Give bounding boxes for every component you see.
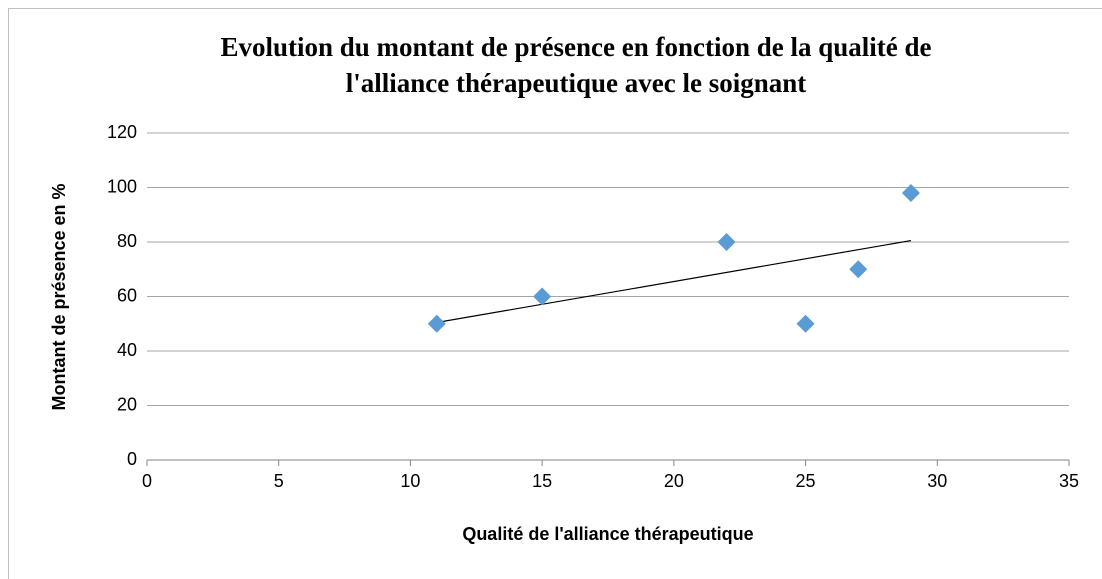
x-tick-label: 5 [274, 471, 284, 491]
x-tick-label: 25 [796, 471, 816, 491]
y-tick-label: 40 [117, 340, 137, 360]
chart-frame [8, 8, 1102, 579]
y-tick-label: 80 [117, 231, 137, 251]
x-tick-label: 35 [1059, 471, 1079, 491]
x-axis-label: Qualité de l'alliance thérapeutique [462, 524, 753, 544]
point [427, 314, 446, 333]
y-tick-label: 100 [107, 176, 137, 196]
point [717, 233, 736, 251]
x-tick-label: 0 [142, 471, 152, 491]
chart-title: Evolution du montant de présence en fonc… [220, 32, 931, 62]
y-tick-label: 0 [127, 449, 137, 469]
x-tick-label: 10 [400, 471, 420, 491]
y-axis-label: Montant de présence en % [49, 183, 69, 410]
trendline [436, 239, 912, 324]
y-tick-label: 20 [117, 394, 137, 414]
x-tick-label: 30 [927, 471, 947, 491]
point [796, 314, 815, 333]
x-tick-label: 15 [532, 471, 552, 491]
y-tick-label: 60 [117, 285, 137, 305]
x-tick-label: 20 [664, 471, 684, 491]
point [533, 287, 552, 306]
point [901, 183, 920, 202]
point [849, 260, 868, 279]
y-tick-label: 120 [107, 122, 137, 142]
chart-title: l'alliance thérapeutique avec le soignan… [346, 68, 806, 98]
